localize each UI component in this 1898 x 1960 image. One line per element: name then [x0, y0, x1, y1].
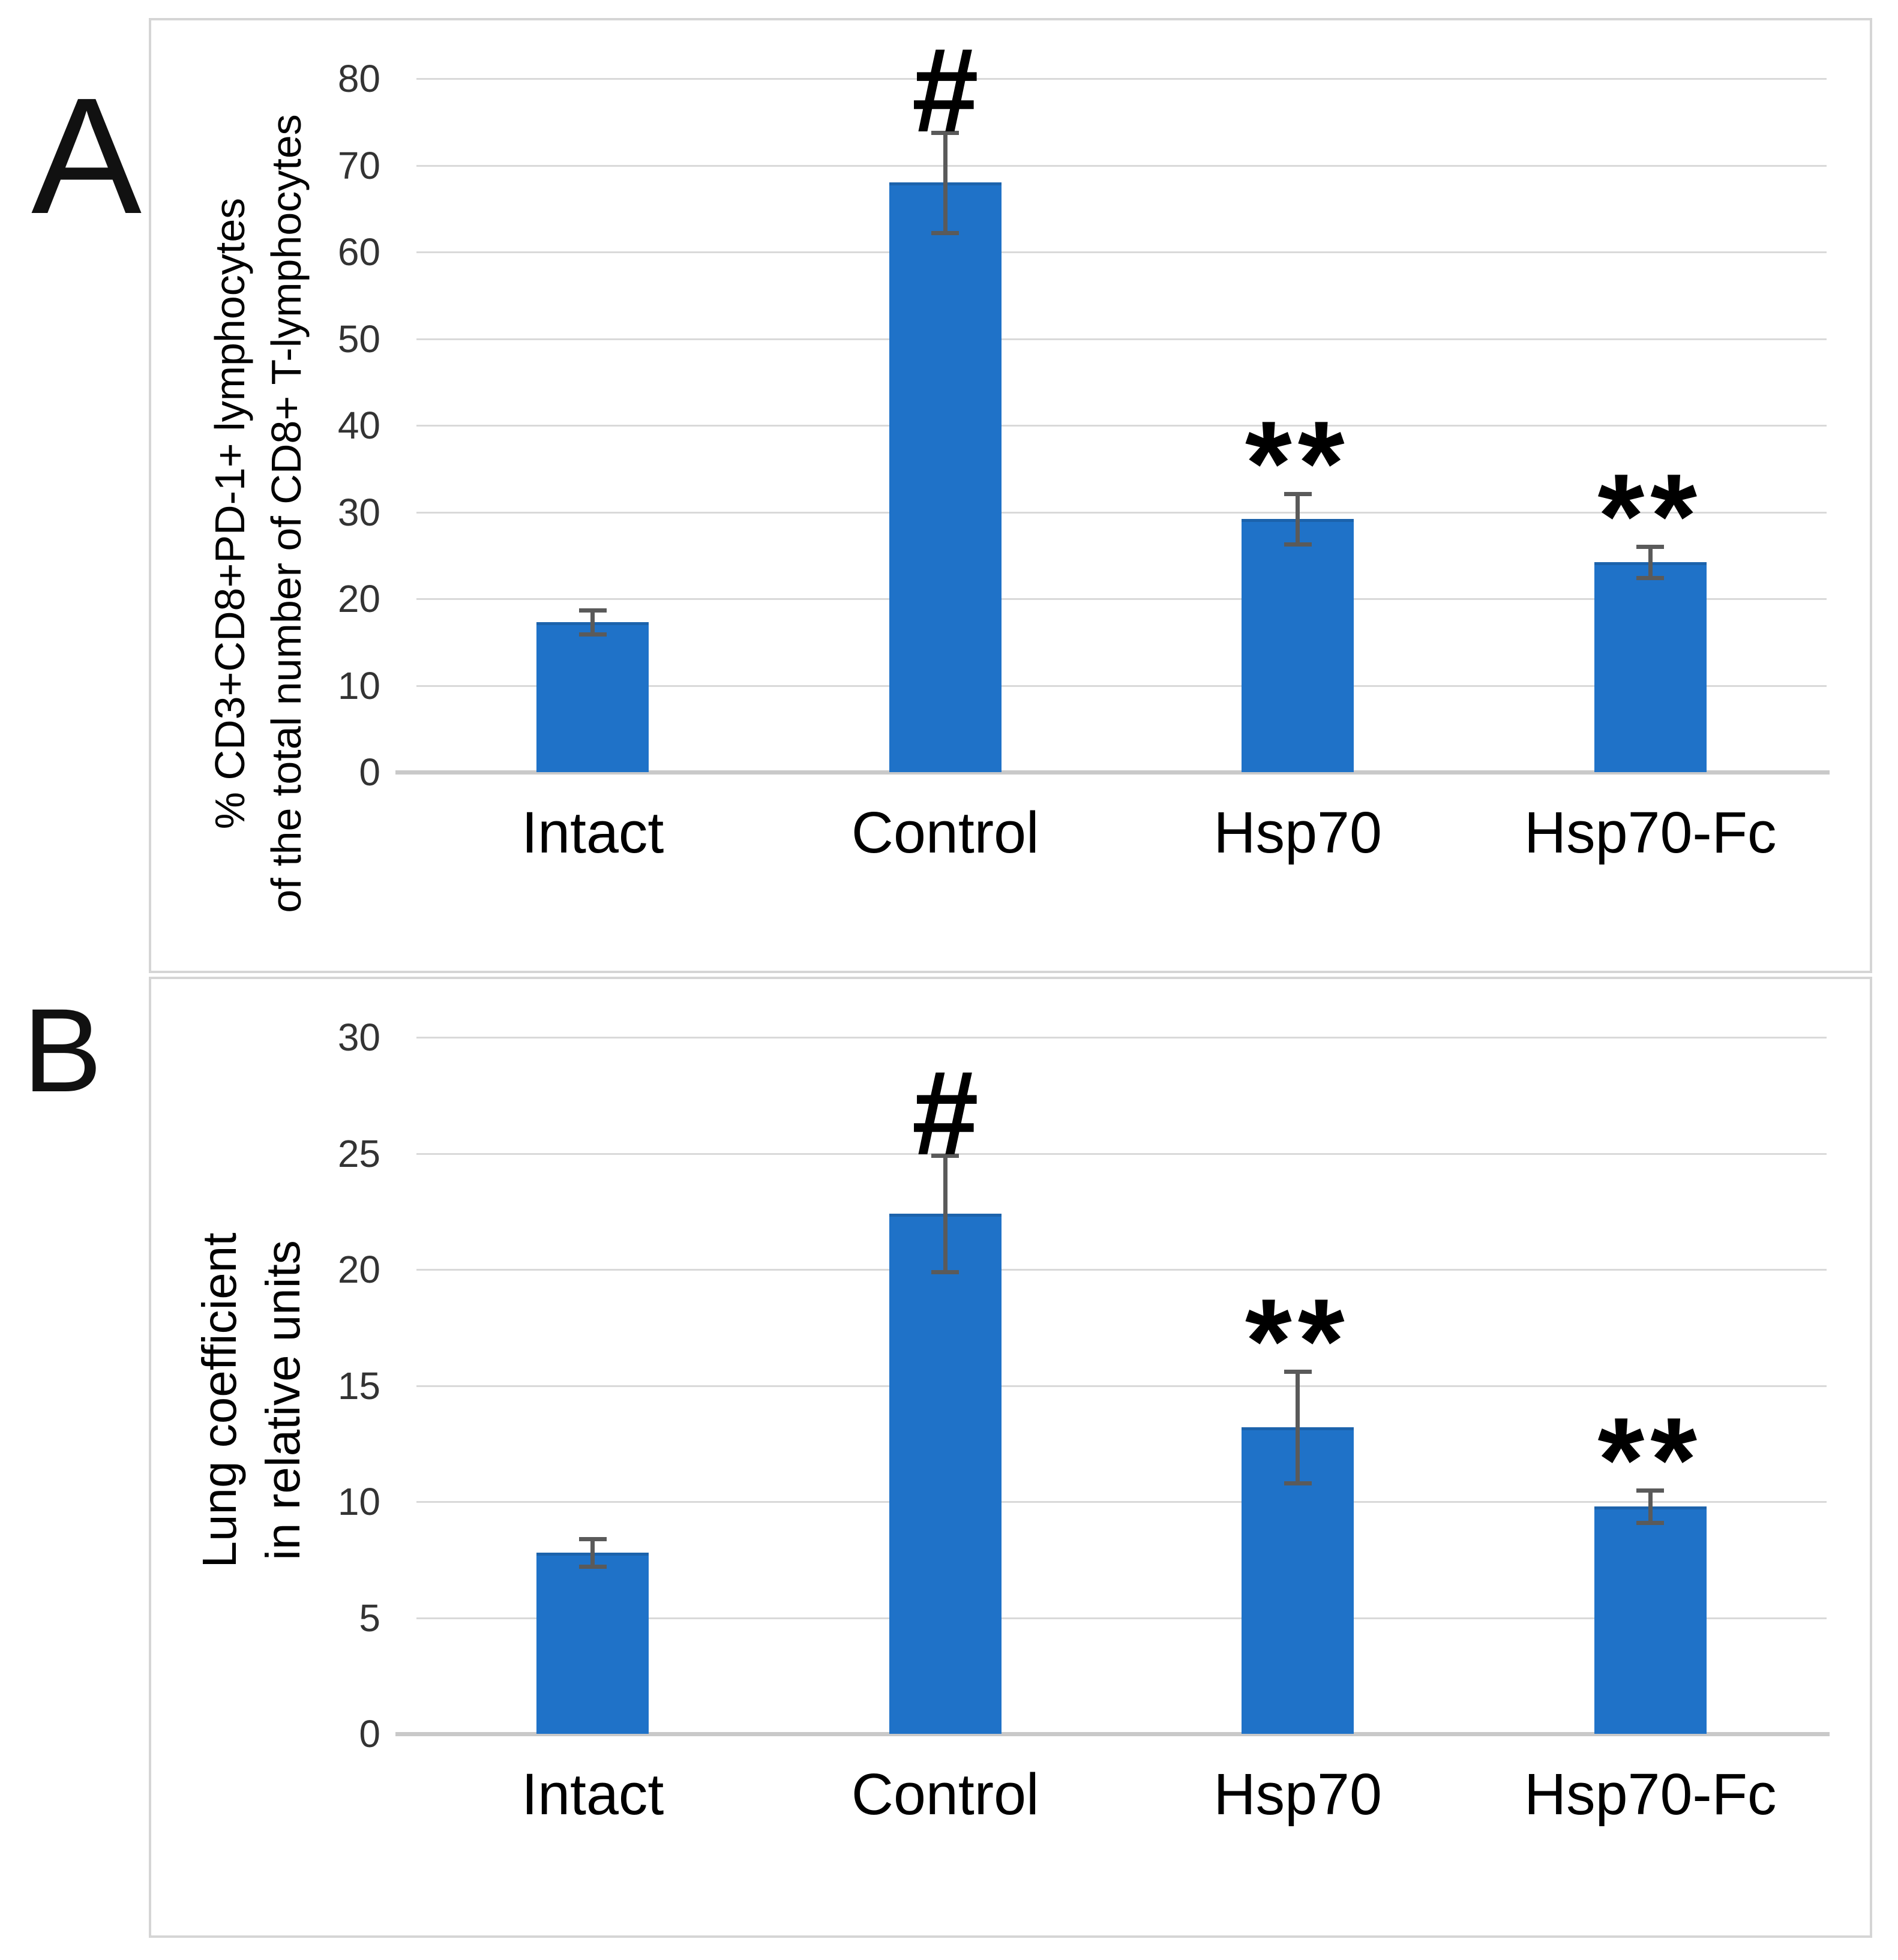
bar-intact: [536, 622, 649, 772]
y-tick-label: 10: [337, 664, 380, 707]
gridline-y-10: [416, 685, 1827, 687]
significance-annotation: #: [911, 23, 979, 157]
y-tick-label: 50: [337, 317, 380, 361]
gridline-y-20: [416, 598, 1827, 600]
chart-a-plot: 0 10 20 30 40 50 60 70 80 Intact # Control ** Hsp70 **…: [151, 20, 1870, 971]
error-bar-cap-top: [931, 130, 960, 135]
x-category-label: Hsp70: [1213, 800, 1382, 865]
gridline-y-15: [416, 1385, 1827, 1387]
error-bar-cap-top: [578, 1536, 607, 1541]
y-tick-label: 15: [337, 1364, 380, 1407]
panel-b: Lung coefficient in relative units 0 5 10 1…: [149, 977, 1872, 1938]
bar-hsp70-fc: [1594, 562, 1707, 772]
error-bar-line: [590, 1538, 595, 1567]
x-category-label: Intact: [521, 1761, 664, 1827]
error-bar-cap-bottom: [1284, 542, 1312, 547]
error-bar-cap-bottom: [931, 1269, 960, 1274]
error-bar-line: [943, 132, 947, 233]
bar-control: [889, 182, 1002, 772]
error-bar-cap-top: [1284, 492, 1312, 497]
error-bar-cap-bottom: [1636, 1520, 1665, 1525]
x-category-label: Hsp70-Fc: [1524, 1761, 1777, 1827]
y-tick-label: 20: [337, 1248, 380, 1291]
gridline-y-30: [416, 1037, 1827, 1038]
y-tick-label: 30: [337, 490, 380, 534]
y-tick-label: 40: [337, 404, 380, 447]
y-tick-label: 30: [337, 1016, 380, 1059]
gridline-y-50: [416, 338, 1827, 340]
gridline-y-70: [416, 164, 1827, 167]
bar-intact: [536, 1553, 649, 1734]
panel-a: % CD3+CD8+PD-1+ lymphocytes of the total…: [149, 18, 1872, 973]
error-bar-cap-top: [1636, 545, 1665, 550]
gridline-y-80: [416, 78, 1827, 80]
y-tick-label: 0: [359, 751, 380, 794]
bar-control: [889, 1214, 1002, 1734]
x-axis-line: [395, 1732, 1830, 1736]
bar-hsp70-fc: [1594, 1506, 1707, 1734]
error-bar-line: [1648, 547, 1653, 578]
panel-a-label: A: [31, 64, 142, 248]
y-tick-label: 5: [359, 1596, 380, 1640]
x-category-label: Control: [851, 800, 1039, 865]
y-tick-label: 0: [359, 1712, 380, 1755]
significance-annotation: **: [1245, 1274, 1351, 1409]
significance-annotation: **: [1597, 1392, 1704, 1527]
error-bar-line: [1648, 1490, 1653, 1523]
error-bar-cap-top: [578, 608, 607, 613]
chart-b-plot: 0 5 10 15 20 25 30 Intact # Control ** Hsp70 ** Hsp70…: [151, 979, 1870, 1935]
x-category-label: Hsp70: [1213, 1761, 1382, 1827]
y-tick-label: 25: [337, 1131, 380, 1175]
error-bar-line: [590, 610, 595, 635]
error-bar-line: [1296, 494, 1300, 544]
gridline-y-5: [416, 1617, 1827, 1619]
y-tick-label: 70: [337, 143, 380, 187]
gridline-y-20: [416, 1269, 1827, 1271]
panel-b-label: B: [23, 984, 103, 1116]
error-bar-line: [1296, 1371, 1300, 1484]
gridline-y-10: [416, 1501, 1827, 1503]
gridline-y-25: [416, 1152, 1827, 1155]
y-tick-label: 60: [337, 230, 380, 274]
bar-hsp70: [1242, 519, 1354, 772]
significance-annotation: **: [1597, 449, 1704, 584]
x-category-label: Intact: [521, 800, 664, 865]
x-axis-line: [395, 770, 1830, 775]
gridline-y-60: [416, 251, 1827, 253]
error-bar-cap-bottom: [578, 1565, 607, 1569]
gridline-y-30: [416, 511, 1827, 514]
y-tick-label: 20: [337, 577, 380, 620]
error-bar-cap-bottom: [578, 632, 607, 637]
error-bar-cap-top: [1284, 1370, 1312, 1374]
y-tick-label: 80: [337, 57, 380, 100]
error-bar-cap-top: [1636, 1488, 1665, 1493]
significance-annotation: #: [911, 1046, 979, 1181]
y-tick-label: 10: [337, 1480, 380, 1523]
error-bar-cap-bottom: [1284, 1481, 1312, 1486]
x-category-label: Hsp70-Fc: [1524, 800, 1777, 865]
error-bar-cap-top: [931, 1154, 960, 1158]
error-bar-cap-bottom: [931, 231, 960, 236]
error-bar-line: [943, 1155, 947, 1272]
error-bar-cap-bottom: [1636, 576, 1665, 581]
significance-annotation: **: [1245, 397, 1351, 531]
gridline-y-40: [416, 425, 1827, 427]
x-category-label: Control: [851, 1761, 1039, 1827]
